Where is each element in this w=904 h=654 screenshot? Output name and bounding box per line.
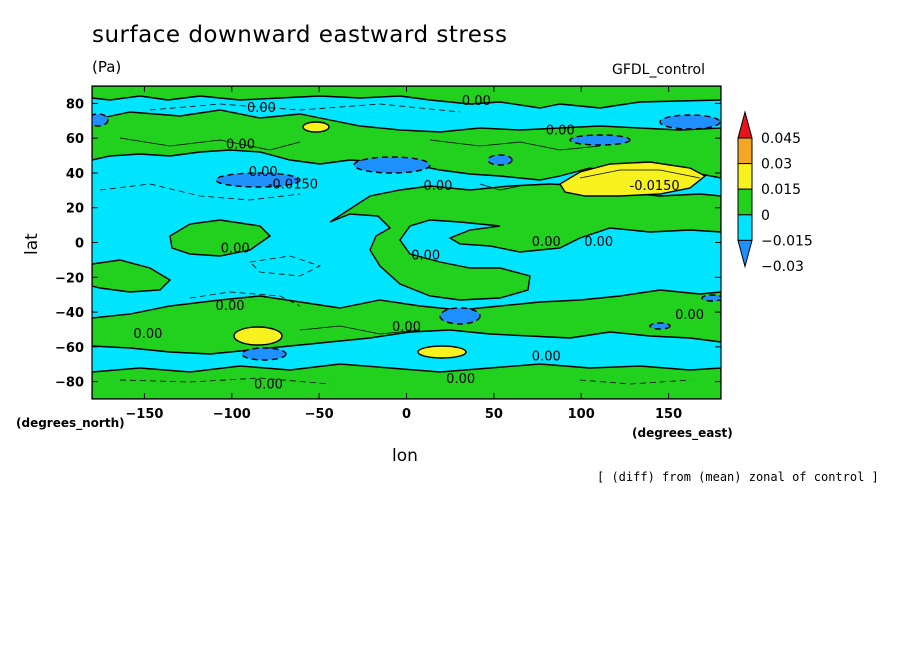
contour-label: 0.00 — [254, 377, 283, 392]
contour-field — [92, 86, 721, 399]
y-tick-label: −40 — [55, 306, 84, 321]
west-southern-patch — [92, 259, 172, 293]
contour-label: 0.00 — [446, 372, 475, 387]
contour-label: 0.00 — [675, 308, 704, 323]
contour-line — [579, 379, 691, 385]
y-axis-units: (degrees_north) — [16, 416, 125, 430]
contour-line — [299, 325, 421, 335]
colorbar-label: −0.015 — [761, 233, 813, 249]
contour-labels: 0.00 0.000.000.000.00-0.0150 0.00 -0.01500.… — [133, 94, 704, 392]
y-tick-label: 0 — [75, 237, 84, 252]
y-tick-label: −80 — [55, 376, 84, 391]
contour-label: 0.00 — [249, 165, 278, 180]
x-tick-label: 100 — [568, 407, 595, 422]
neg-patch — [659, 114, 721, 130]
y-tick-label: −20 — [55, 271, 84, 286]
pos-patch — [233, 326, 283, 346]
contour-label: -0.0150 — [630, 179, 680, 194]
neg-patch — [701, 294, 721, 302]
x-tick-label: −100 — [213, 407, 251, 422]
contour-label: 0.00 — [133, 327, 162, 342]
contour-line — [189, 291, 301, 307]
contour-label: 0.00 — [216, 299, 245, 314]
negative-regions — [92, 113, 721, 361]
x-tick-label: 50 — [485, 407, 503, 422]
chart-title: surface downward eastward stress — [92, 22, 508, 48]
x-axis-units: (degrees_east) — [632, 426, 733, 440]
contour-line — [119, 137, 301, 151]
contour-label: 0.00 — [221, 242, 250, 257]
colorbar: 0.045 0.03 0.015 0 −0.015 −0.03 — [737, 110, 813, 275]
units-label: (Pa) — [92, 58, 122, 76]
contour-label: 0.00 — [247, 101, 276, 116]
y-tick-label: −60 — [55, 341, 84, 356]
neg-patch — [439, 307, 481, 325]
pos-patch — [302, 121, 330, 133]
colorbar-label: 0.045 — [761, 131, 801, 147]
colorbar-swatch — [737, 163, 753, 190]
x-tick-label: −150 — [125, 407, 163, 422]
equatorial-patch — [169, 219, 272, 257]
contour-line — [429, 139, 601, 151]
contour-line — [119, 377, 331, 385]
south-polar-band — [92, 363, 721, 399]
contour-label: 0.00 — [423, 179, 452, 194]
colorbar-arrow-top — [737, 110, 753, 139]
x-axis-label: lon — [392, 446, 418, 466]
contour-label: 0.00 — [226, 137, 255, 152]
footnote: [ (diff) from (mean) zonal of control ] — [597, 470, 879, 484]
colorbar-arrow-bottom — [737, 239, 753, 269]
y-tick-label: 60 — [66, 132, 84, 147]
contour-label: 0.00 — [392, 320, 421, 335]
pos-patch — [417, 345, 467, 359]
colorbar-label: 0 — [761, 208, 770, 224]
colorbar-swatch — [737, 137, 753, 165]
neg-patch — [569, 134, 631, 146]
axis-ticks: −150 −100 −50 0 50 100 150 80 60 40 20 0 −20 −40 −60 −8… — [55, 86, 721, 422]
colorbar-swatch — [737, 214, 753, 241]
contour-label: -0.0150 — [268, 177, 318, 192]
contour-label: 0.00 — [584, 235, 613, 250]
neg-patch — [241, 347, 287, 361]
neg-patch — [353, 156, 431, 174]
negative-contours — [99, 103, 691, 385]
pos-patch — [559, 161, 707, 197]
neg-patch — [487, 154, 513, 166]
x-tick-label: 0 — [402, 407, 411, 422]
neg-patch — [215, 172, 301, 188]
y-tick-label: 40 — [66, 167, 84, 182]
colorbar-swatch — [737, 188, 753, 216]
contour-label: 0.00 — [532, 235, 561, 250]
y-tick-label: 20 — [66, 202, 84, 217]
x-tick-label: 150 — [655, 407, 682, 422]
contour-line — [149, 103, 461, 113]
secondary-contours — [119, 137, 701, 335]
neg-patch — [649, 322, 671, 330]
contour-label: 0.00 — [411, 249, 440, 264]
contour-line — [249, 255, 322, 277]
high-positive-regions — [233, 121, 707, 359]
y-tick-label: 80 — [66, 97, 84, 112]
source-label: GFDL_control — [612, 62, 706, 78]
contour-label: 0.00 — [532, 350, 561, 365]
contour-label: 0.00 — [546, 123, 575, 138]
north-polar-band — [92, 86, 721, 109]
x-tick-label: −50 — [305, 407, 334, 422]
colorbar-label: 0.03 — [761, 157, 792, 173]
colorbar-label: −0.03 — [761, 259, 804, 275]
contour-label: 0.00 — [462, 94, 491, 109]
contour-line — [479, 183, 521, 191]
neg-patch — [92, 113, 109, 127]
contour-line — [579, 169, 701, 179]
colorbar-label: 0.015 — [761, 182, 801, 198]
contour-line — [99, 183, 301, 201]
